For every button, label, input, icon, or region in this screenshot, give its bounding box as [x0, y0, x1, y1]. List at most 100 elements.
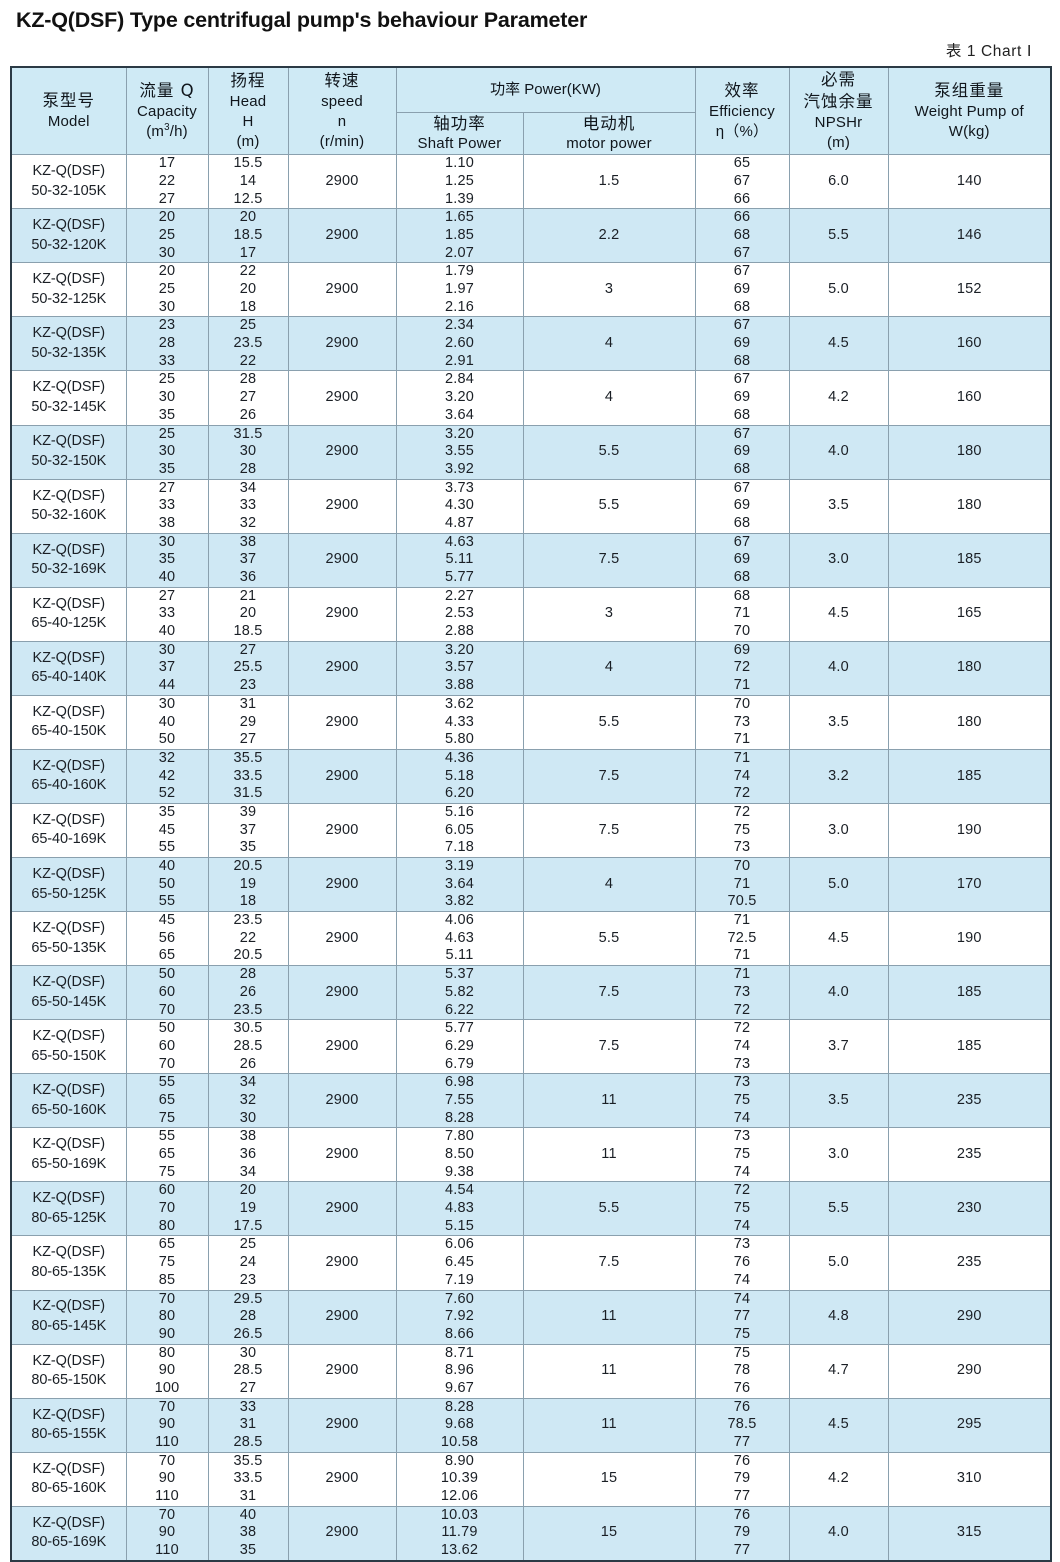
model-line-1: KZ-Q(DSF)	[32, 163, 106, 180]
table-row: KZ-Q(DSF) 80-65-125K 60 70 80 20 19 17.5 2900 4.5…	[10, 1181, 1052, 1237]
cell-shaft-power: 2.34 2.60 2.91	[395, 316, 524, 372]
cell-speed: 2900	[287, 802, 397, 859]
shaft-power-values: 4.36 5.18 6.20	[444, 749, 475, 802]
efficiency-values: 71 73 72	[733, 966, 751, 1018]
capacity-values: 60 70 80	[158, 1182, 176, 1234]
col-header-npshr: 必需 汽蚀余量 NPSHr (m)	[788, 66, 889, 156]
page-title: KZ-Q(DSF) Type centrifugal pump's behavi…	[16, 8, 588, 32]
cell-weight: 295	[887, 1397, 1052, 1453]
cell-speed: 2900	[287, 370, 397, 426]
cell-model: KZ-Q(DSF) 50-32-160K	[10, 478, 127, 534]
cell-speed: 2900	[287, 1289, 397, 1345]
cell-speed: 2900	[287, 586, 397, 642]
table-row: KZ-Q(DSF) 65-40-169K 35 45 55 39 37 35 2900 5.16 6…	[10, 802, 1052, 859]
model-line-2: 50-32-125K	[31, 290, 107, 307]
cell-capacity: 50 60 70	[125, 965, 209, 1021]
cell-shaft-power: 5.37 5.82 6.22	[395, 965, 524, 1021]
cell-shaft-power: 3.62 4.33 5.80	[395, 694, 524, 750]
col-header-speed-symbol: n	[337, 112, 347, 130]
cell-shaft-power: 1.79 1.97 2.16	[395, 262, 524, 318]
head-values: 27 25.5 23	[233, 641, 263, 694]
cell-head: 25 23.5 22	[207, 316, 289, 372]
col-header-efficiency-cn: 效率	[724, 81, 760, 101]
model-line-2: 65-50-135K	[31, 939, 107, 956]
col-header-model-en: Model	[47, 112, 90, 130]
cell-model: KZ-Q(DSF) 65-50-150K	[10, 1019, 127, 1075]
cell-capacity: 50 60 70	[125, 1019, 209, 1075]
cell-motor-power: 7.5	[522, 1019, 696, 1075]
col-header-npshr-cn2: 汽蚀余量	[803, 92, 874, 112]
cell-model: KZ-Q(DSF) 80-65-160K	[10, 1451, 127, 1507]
cell-shaft-power: 6.98 7.55 8.28	[395, 1073, 524, 1129]
cell-weight: 152	[887, 262, 1052, 318]
cell-efficiency: 76 78.5 77	[694, 1397, 790, 1453]
model-line-2: 65-40-160K	[31, 777, 107, 794]
efficiency-values: 71 74 72	[733, 749, 751, 802]
cell-speed: 2900	[287, 748, 397, 804]
cell-npshr: 6.0	[788, 154, 889, 210]
cell-motor-power: 15	[522, 1451, 696, 1507]
cell-head: 20 18.5 17	[207, 208, 289, 264]
shaft-power-values: 6.06 6.45 7.19	[444, 1236, 475, 1288]
head-values: 35.5 33.5 31.5	[233, 749, 263, 802]
col-header-npshr-cn1: 必需	[821, 70, 856, 90]
cell-motor-power: 3	[522, 262, 696, 318]
table-row: KZ-Q(DSF) 50-32-169K 30 35 40 38 37 36 2900 4.63 5…	[10, 532, 1052, 588]
cell-weight: 185	[887, 748, 1052, 804]
cell-capacity: 30 37 44	[125, 640, 209, 696]
cell-npshr: 4.0	[788, 1505, 889, 1562]
head-values: 38 37 36	[239, 533, 257, 586]
cell-speed: 2900	[287, 208, 397, 264]
capacity-values: 20 25 30	[158, 263, 176, 315]
cell-speed: 2900	[287, 532, 397, 588]
cell-npshr: 5.0	[788, 262, 889, 318]
cell-efficiency: 67 69 68	[694, 316, 790, 372]
col-header-motor-power-cn: 电动机	[582, 113, 636, 133]
cell-model: KZ-Q(DSF) 50-32-125K	[10, 262, 127, 318]
cell-efficiency: 66 68 67	[694, 208, 790, 264]
cell-model: KZ-Q(DSF) 50-32-150K	[10, 424, 127, 480]
shaft-power-values: 4.06 4.63 5.11	[444, 912, 475, 964]
cell-speed: 2900	[287, 857, 397, 913]
head-values: 30 28.5 27	[233, 1344, 263, 1396]
head-values: 38 36 34	[239, 1128, 257, 1180]
cell-shaft-power: 4.54 4.83 5.15	[395, 1181, 524, 1237]
pump-specification-table: 泵型号 Model 流量 Q Capacity (m3/h) 扬程 Head H…	[10, 65, 1052, 1562]
capacity-values: 30 40 50	[158, 695, 176, 748]
model-line-2: 65-50-125K	[31, 885, 107, 902]
cell-head: 38 37 36	[207, 532, 289, 588]
capacity-values: 70 90 110	[155, 1506, 179, 1559]
table-head: 泵型号 Model 流量 Q Capacity (m3/h) 扬程 Head H…	[10, 66, 1052, 156]
cell-efficiency: 73 75 74	[694, 1127, 790, 1183]
shaft-power-values: 10.03 11.79 13.62	[440, 1506, 479, 1559]
cell-shaft-power: 5.77 6.29 6.79	[395, 1019, 524, 1075]
model-line-1: KZ-Q(DSF)	[32, 1514, 106, 1531]
shaft-power-values: 3.19 3.64 3.82	[444, 858, 475, 910]
capacity-values: 27 33 40	[158, 587, 176, 640]
shaft-power-values: 3.62 4.33 5.80	[444, 695, 475, 748]
cell-model: KZ-Q(DSF) 65-40-150K	[10, 694, 127, 750]
cell-efficiency: 71 73 72	[694, 965, 790, 1021]
shaft-power-values: 3.20 3.57 3.88	[444, 641, 475, 694]
capacity-values: 17 22 27	[158, 155, 176, 207]
model-line-1: KZ-Q(DSF)	[32, 1406, 106, 1423]
cell-model: KZ-Q(DSF) 50-32-145K	[10, 370, 127, 426]
cell-weight: 235	[887, 1127, 1052, 1183]
cell-head: 30.5 28.5 26	[207, 1019, 289, 1075]
shaft-power-values: 4.63 5.11 5.77	[444, 533, 475, 586]
cell-motor-power: 5.5	[522, 694, 696, 750]
cell-motor-power: 4	[522, 857, 696, 913]
cell-npshr: 3.0	[788, 1127, 889, 1183]
capacity-values: 25 30 35	[158, 371, 176, 423]
capacity-values: 25 30 35	[158, 425, 176, 477]
col-header-npshr-unit: (m)	[826, 133, 851, 151]
cell-head: 28 26 23.5	[207, 965, 289, 1021]
cell-weight: 180	[887, 478, 1052, 534]
table-row: KZ-Q(DSF) 80-65-135K 65 75 85 25 24 23 2900 6.06 6…	[10, 1235, 1052, 1291]
cell-speed: 2900	[287, 262, 397, 318]
cell-speed: 2900	[287, 694, 397, 750]
col-header-weight-unit: W(kg)	[948, 122, 990, 140]
shaft-power-values: 2.27 2.53 2.88	[444, 587, 475, 640]
capacity-values: 70 90 110	[155, 1398, 179, 1451]
cell-efficiency: 73 76 74	[694, 1235, 790, 1291]
